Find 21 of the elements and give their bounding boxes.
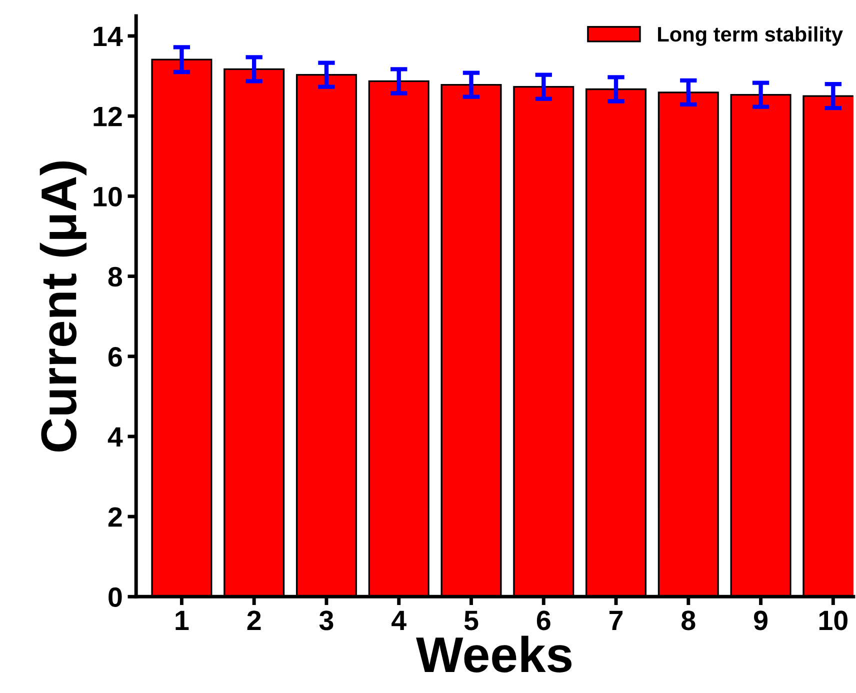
y-tick-label: 0 (108, 587, 122, 608)
x-tick-label: 10 (819, 610, 848, 630)
x-tick-label: 7 (609, 610, 623, 630)
y-tick-label: 4 (108, 427, 123, 447)
x-tick-label: 1 (176, 610, 189, 630)
x-tick-label: 9 (754, 610, 768, 630)
y-tick-label: 8 (108, 266, 122, 287)
y-axis-title: Current (μA) (40, 162, 86, 452)
y-tick-label: 6 (108, 347, 122, 367)
legend-label: Long term stability (658, 26, 843, 46)
x-tick-label: 2 (247, 610, 261, 630)
y-tick-label: 10 (94, 186, 122, 207)
y-tick-label: 14 (94, 26, 123, 46)
x-tick-label: 3 (319, 610, 334, 630)
x-tick-label: 4 (392, 610, 406, 630)
x-axis-title: Weeks (416, 636, 572, 672)
x-tick-label: 6 (536, 610, 550, 630)
y-tick-label: 2 (108, 507, 122, 527)
x-tick-label: 5 (464, 610, 478, 630)
y-tick-label: 12 (94, 106, 122, 126)
x-tick-label: 8 (682, 610, 696, 630)
